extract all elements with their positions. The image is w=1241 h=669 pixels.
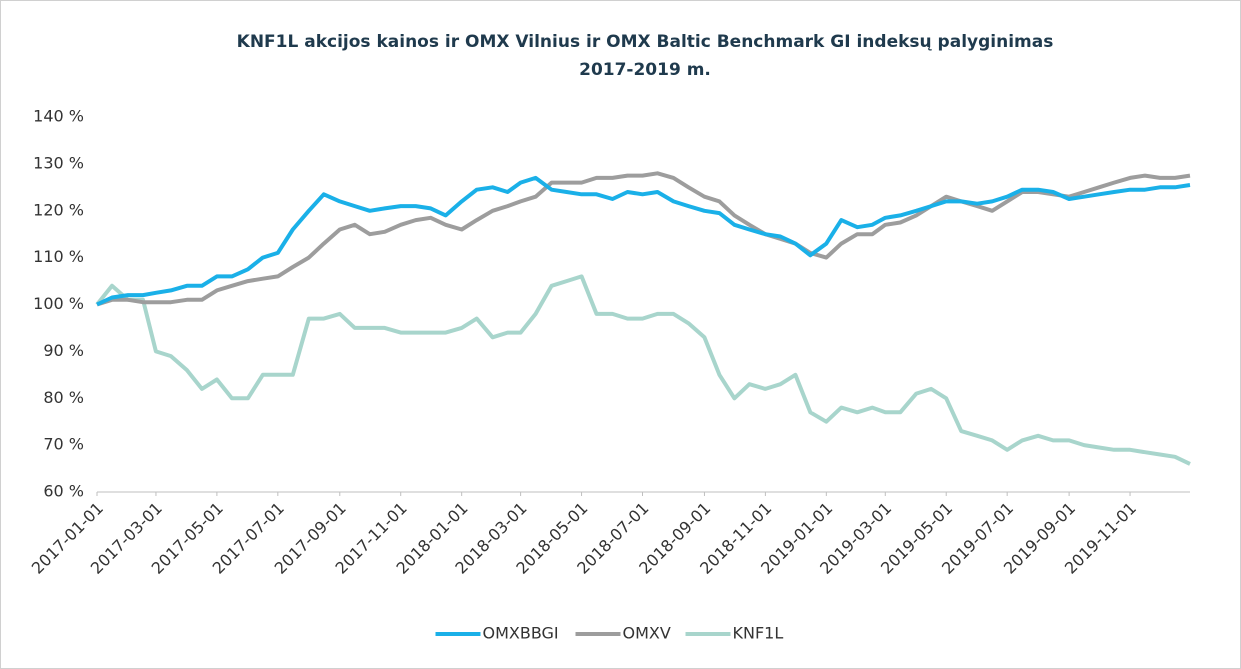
chart-title: 2017-2019 m. bbox=[579, 60, 711, 80]
chart-title: KNF1L akcijos kainos ir OMX Vilnius ir O… bbox=[237, 32, 1054, 52]
y-tick-label: 140 % bbox=[33, 107, 84, 126]
y-tick-label: 60 % bbox=[43, 482, 84, 501]
series-line bbox=[96, 175, 1191, 307]
y-tick-label: 90 % bbox=[43, 341, 84, 360]
y-tick-label: 100 % bbox=[33, 294, 84, 313]
legend-label: OMXBBGI bbox=[483, 624, 559, 643]
legend-label: KNF1L bbox=[733, 624, 784, 643]
y-tick-label: 80 % bbox=[43, 388, 84, 407]
y-tick-label: 70 % bbox=[43, 435, 84, 454]
series-line bbox=[95, 274, 1191, 466]
series-line bbox=[96, 171, 1191, 307]
y-tick-label: 110 % bbox=[33, 247, 84, 266]
legend-label: OMXV bbox=[623, 624, 671, 643]
y-tick-label: 130 % bbox=[33, 153, 84, 172]
y-tick-label: 120 % bbox=[33, 200, 84, 219]
